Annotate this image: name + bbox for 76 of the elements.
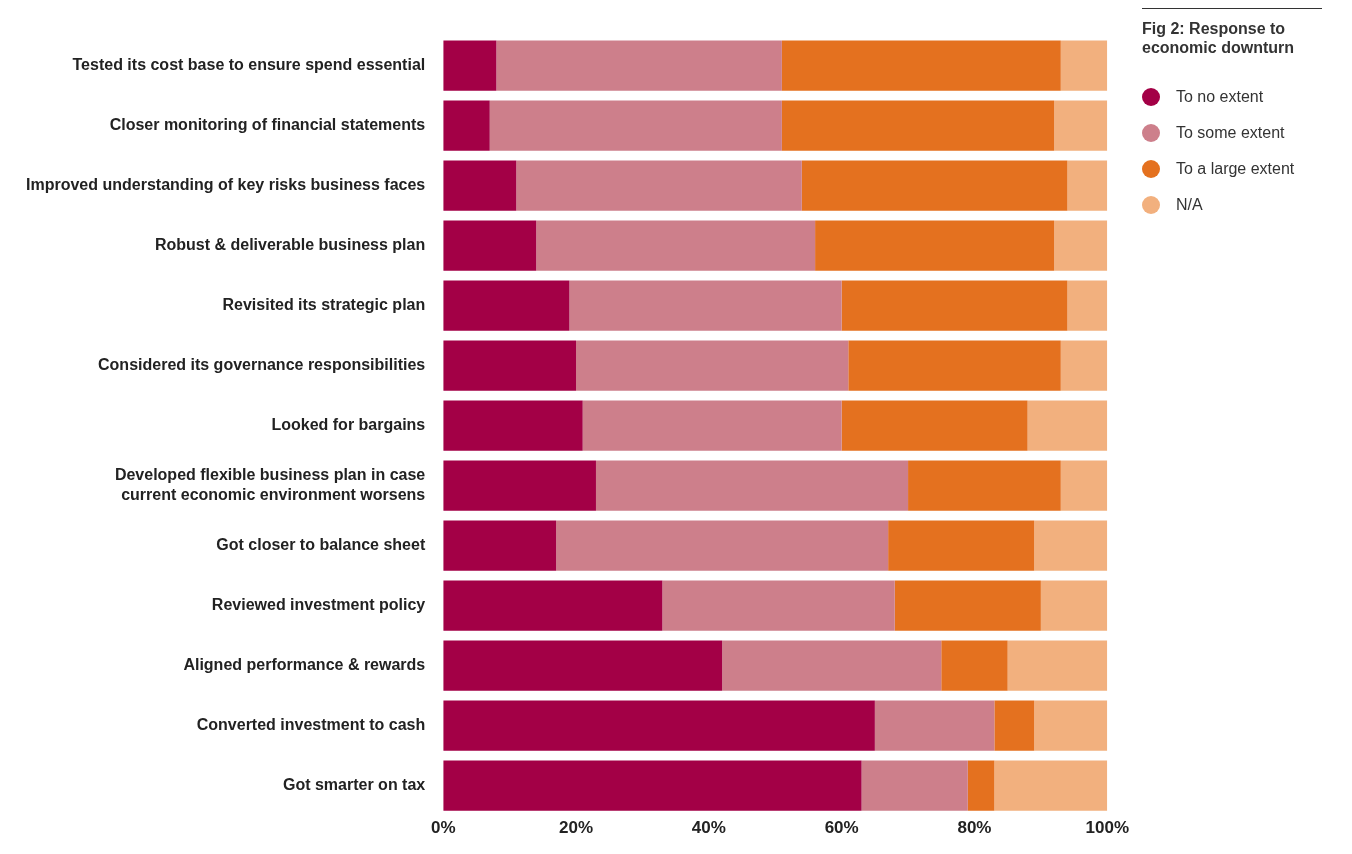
bar xyxy=(841,400,1028,451)
bar xyxy=(662,580,895,631)
bar xyxy=(1034,700,1108,751)
x-tick-label: 100% xyxy=(1085,818,1129,838)
bar xyxy=(1007,640,1108,691)
bar xyxy=(1034,520,1108,571)
bar xyxy=(994,760,1108,811)
bar xyxy=(1054,220,1108,271)
bar xyxy=(1054,100,1108,151)
bar xyxy=(443,520,557,571)
bar xyxy=(1060,40,1108,91)
bar xyxy=(894,580,1041,631)
bar xyxy=(496,40,782,91)
bar xyxy=(994,700,1035,751)
bar xyxy=(516,160,802,211)
bar xyxy=(1040,580,1108,631)
y-tick-label: Developed flexible business plan in case current economic environment worsens xyxy=(114,466,426,503)
y-tick-label: Revisited its strategic plan xyxy=(222,296,426,314)
bar xyxy=(1060,340,1108,391)
y-tick-label: Tested its cost base to ensure spend essential xyxy=(72,56,426,74)
bar xyxy=(908,460,1061,511)
bar xyxy=(443,400,583,451)
x-tick-label: 20% xyxy=(559,818,594,838)
y-tick-label: Reviewed investment policy xyxy=(211,596,426,614)
bar xyxy=(443,460,596,511)
bar xyxy=(1060,460,1108,511)
bar xyxy=(536,220,816,271)
bar xyxy=(815,220,1055,271)
bar xyxy=(841,280,1068,331)
x-tick-label: 60% xyxy=(824,818,859,838)
y-tick-label: Considered its governance responsibilities xyxy=(98,356,426,374)
bar xyxy=(443,640,723,691)
bar xyxy=(941,640,1008,691)
legend-label: N/A xyxy=(1176,196,1203,214)
bar xyxy=(443,280,570,331)
y-tick-label: Got closer to balance sheet xyxy=(216,536,426,554)
bar xyxy=(801,160,1068,211)
bar xyxy=(1027,400,1108,451)
bar xyxy=(443,700,875,751)
bar xyxy=(722,640,942,691)
bar xyxy=(595,460,909,511)
legend-label: To no extent xyxy=(1176,88,1264,106)
text: Fig 2: Response to economic downturn xyxy=(1142,8,1322,57)
bar xyxy=(569,280,842,331)
y-tick-label: Improved understanding of key risks business faces xyxy=(25,176,426,194)
bar xyxy=(443,340,577,391)
x-tick-label: 40% xyxy=(691,818,726,838)
bar xyxy=(874,700,995,751)
x-tick-label: 0% xyxy=(430,818,456,838)
bar xyxy=(861,760,968,811)
legend-label: To some extent xyxy=(1176,124,1285,142)
bar xyxy=(443,160,517,211)
y-tick-label: Got smarter on tax xyxy=(282,776,426,794)
bar xyxy=(781,100,1055,151)
bar xyxy=(556,520,889,571)
bar xyxy=(443,580,663,631)
y-tick-label: Closer monitoring of financial statements xyxy=(109,116,426,134)
bar xyxy=(489,100,782,151)
bar xyxy=(888,520,1035,571)
legend-label: To a large extent xyxy=(1176,160,1295,178)
bar xyxy=(582,400,842,451)
y-tick-label: Converted investment to cash xyxy=(196,716,426,734)
bar xyxy=(576,340,849,391)
bar xyxy=(443,760,862,811)
bar xyxy=(1067,160,1108,211)
bar xyxy=(443,220,537,271)
y-tick-label: Aligned performance & rewards xyxy=(183,656,426,674)
y-tick-label: Robust & deliverable business plan xyxy=(154,236,426,254)
bar xyxy=(848,340,1061,391)
x-tick-label: 80% xyxy=(957,818,992,838)
bar xyxy=(1067,280,1108,331)
bar xyxy=(781,40,1061,91)
bar xyxy=(443,40,497,91)
bar xyxy=(443,100,490,151)
bar xyxy=(967,760,995,811)
y-tick-label: Looked for bargains xyxy=(271,416,426,434)
